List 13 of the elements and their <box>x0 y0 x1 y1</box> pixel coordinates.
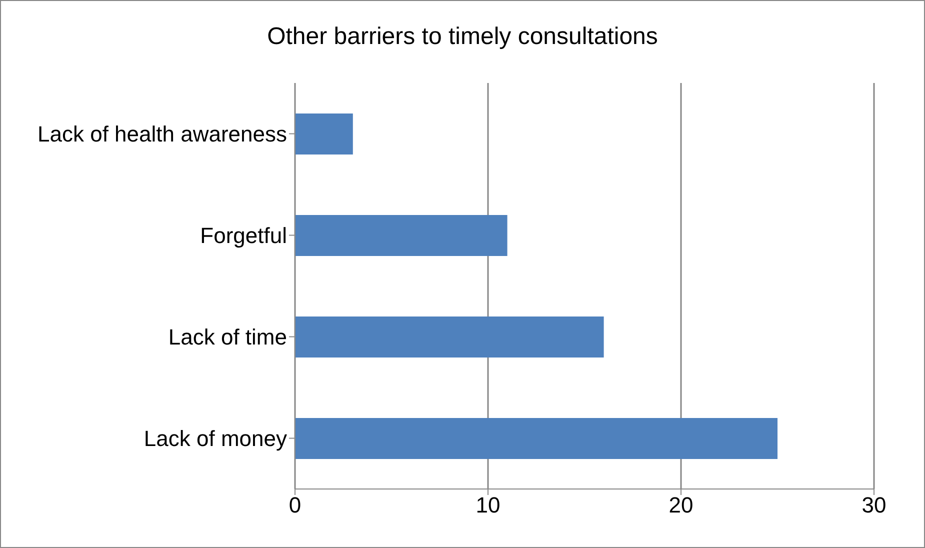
x-tick-label: 20 <box>668 492 694 518</box>
y-tick-label: Lack of money <box>144 426 287 452</box>
chart-title: Other barriers to timely consultations <box>266 23 659 51</box>
bar <box>295 316 604 358</box>
x-tick-label: 0 <box>288 492 302 518</box>
y-tick-label: Forgetful <box>200 223 287 248</box>
y-tick-label: Lack of time <box>168 324 287 350</box>
bar <box>295 113 353 154</box>
bar <box>295 214 508 256</box>
x-tick-label: 30 <box>862 492 886 518</box>
x-tick-label: 10 <box>476 492 500 518</box>
bar <box>295 418 778 459</box>
y-tick-label: Lack of health awareness <box>38 122 287 147</box>
